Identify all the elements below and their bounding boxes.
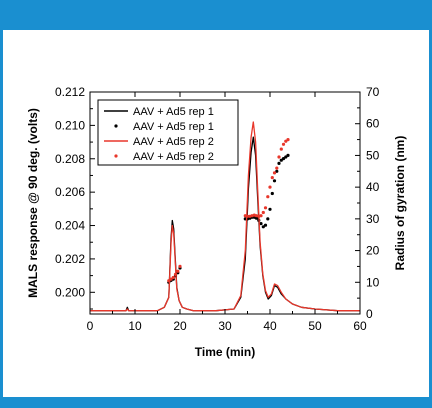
- data-point-rep2: [277, 155, 281, 159]
- data-point-rep2: [176, 269, 180, 273]
- data-point-rep2: [263, 206, 268, 210]
- legend-label-rep1-points: AAV + Ad5 rep 1: [133, 121, 214, 133]
- data-point-rep1: [275, 169, 279, 173]
- x-axis-label: Time (min): [195, 345, 255, 359]
- data-point-rep2: [284, 139, 288, 143]
- data-point-rep2: [279, 147, 283, 151]
- data-point-rep1: [261, 225, 265, 229]
- y-tick-label: 0.206: [55, 185, 85, 199]
- data-point-rep2: [173, 272, 178, 276]
- y2-axis-label: Radius of gyration (nm): [393, 136, 407, 271]
- data-point-rep2: [169, 277, 173, 281]
- data-point-rep2: [171, 275, 175, 280]
- data-point-rep1: [281, 157, 286, 161]
- y2-tick-label: 30: [366, 212, 380, 226]
- data-point-rep1: [254, 216, 259, 220]
- y2-tick-label: 50: [366, 148, 380, 162]
- data-point-rep2: [266, 195, 270, 199]
- x-tick-label: 60: [353, 319, 367, 333]
- y-tick-label: 0.210: [55, 118, 85, 132]
- data-point-rep2: [281, 142, 286, 146]
- y2-tick-label: 10: [366, 275, 380, 289]
- legend-swatch-rep2-points: [114, 154, 118, 158]
- data-point-rep1: [268, 207, 272, 211]
- data-point-rep1: [270, 191, 274, 196]
- legend-label-rep2-points: AAV + Ad5 rep 2: [133, 151, 214, 163]
- data-point-rep1: [284, 155, 288, 159]
- data-point-rep2: [272, 171, 277, 175]
- y-tick-label: 0.208: [55, 152, 85, 166]
- x-tick-label: 50: [308, 319, 322, 333]
- y-tick-label: 0.202: [55, 252, 85, 266]
- y-tick-label: 0.200: [55, 285, 85, 299]
- data-point-rep1: [272, 179, 277, 183]
- data-point-rep2: [178, 264, 182, 268]
- header-band: [0, 0, 432, 30]
- data-point-rep1: [259, 222, 263, 226]
- legend: AAV + Ad5 rep 1 AAV + Ad5 rep 1 AAV + Ad…: [97, 99, 239, 166]
- data-point-rep2: [245, 214, 250, 218]
- x-tick-label: 10: [128, 319, 142, 333]
- x-tick-label: 0: [87, 319, 94, 333]
- y2-tick-label: 0: [366, 307, 373, 321]
- y-tick-label: 0.212: [55, 85, 85, 99]
- y2-tick-label: 40: [366, 180, 380, 194]
- data-point-rep1: [277, 161, 281, 165]
- x-tick-label: 30: [218, 319, 232, 333]
- y2-tick-label: 20: [366, 244, 380, 258]
- legend-swatch-rep1-points: [114, 124, 118, 128]
- series-line-rep2: [90, 121, 360, 312]
- x-tick-label: 20: [173, 319, 187, 333]
- y-tick-label: 0.204: [55, 219, 85, 233]
- data-point-rep1: [266, 217, 270, 221]
- left-border: [0, 30, 3, 397]
- data-point-rep2: [286, 138, 290, 142]
- data-point-rep2: [167, 279, 171, 283]
- data-point-rep1: [263, 223, 268, 227]
- footer-band: [0, 397, 432, 408]
- data-point-rep1: [279, 158, 283, 162]
- x-tick-label: 40: [263, 319, 277, 333]
- data-point-rep1: [286, 153, 290, 157]
- data-point-rep2: [259, 214, 263, 218]
- legend-label-rep2-line: AAV + Ad5 rep 2: [133, 136, 214, 148]
- y-axis-label: MALS response @ 90 deg. (volts): [26, 108, 40, 298]
- data-point-rep2: [270, 176, 274, 180]
- data-point-rep2: [268, 185, 272, 189]
- legend-label-rep1-line: AAV + Ad5 rep 1: [133, 106, 214, 118]
- data-point-rep2: [261, 210, 265, 215]
- data-point-rep2: [275, 166, 279, 170]
- right-border: [429, 30, 432, 397]
- y2-tick-label: 60: [366, 117, 380, 131]
- y2-tick-label: 70: [366, 85, 380, 99]
